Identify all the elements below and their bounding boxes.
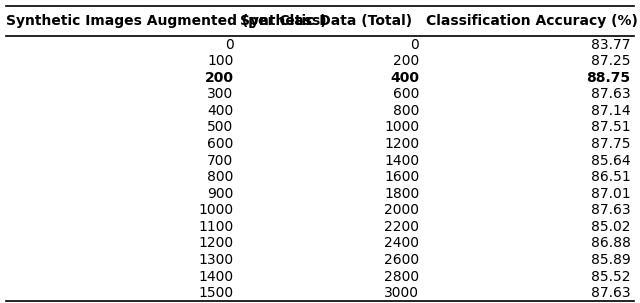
Text: 600: 600 xyxy=(207,137,234,151)
Text: 87.25: 87.25 xyxy=(591,54,630,68)
Text: 400: 400 xyxy=(207,104,234,118)
Text: 1600: 1600 xyxy=(384,170,419,184)
Text: 500: 500 xyxy=(207,121,234,135)
Text: 85.89: 85.89 xyxy=(591,253,630,267)
Text: 1300: 1300 xyxy=(198,253,234,267)
Text: 2200: 2200 xyxy=(384,220,419,234)
Text: 700: 700 xyxy=(207,154,234,168)
Text: 1400: 1400 xyxy=(384,154,419,168)
Text: 1400: 1400 xyxy=(198,270,234,284)
Text: 200: 200 xyxy=(205,71,234,85)
Text: 86.51: 86.51 xyxy=(591,170,630,184)
Text: 0: 0 xyxy=(225,38,234,52)
Text: 87.14: 87.14 xyxy=(591,104,630,118)
Text: 2800: 2800 xyxy=(384,270,419,284)
Text: 900: 900 xyxy=(207,187,234,201)
Text: 85.64: 85.64 xyxy=(591,154,630,168)
Text: 87.63: 87.63 xyxy=(591,203,630,217)
Text: Synthetic Data (Total): Synthetic Data (Total) xyxy=(240,14,412,28)
Text: 85.52: 85.52 xyxy=(591,270,630,284)
Text: 800: 800 xyxy=(393,104,419,118)
Text: 2600: 2600 xyxy=(384,253,419,267)
Text: 400: 400 xyxy=(390,71,419,85)
Text: 87.63: 87.63 xyxy=(591,87,630,102)
Text: 1200: 1200 xyxy=(384,137,419,151)
Text: 1100: 1100 xyxy=(198,220,234,234)
Text: 0: 0 xyxy=(410,38,419,52)
Text: 83.77: 83.77 xyxy=(591,38,630,52)
Text: 87.75: 87.75 xyxy=(591,137,630,151)
Text: 1500: 1500 xyxy=(198,286,234,300)
Text: 85.02: 85.02 xyxy=(591,220,630,234)
Text: 1000: 1000 xyxy=(198,203,234,217)
Text: 300: 300 xyxy=(207,87,234,102)
Text: 87.01: 87.01 xyxy=(591,187,630,201)
Text: Classification Accuracy (%): Classification Accuracy (%) xyxy=(426,14,637,28)
Text: 87.63: 87.63 xyxy=(591,286,630,300)
Text: 600: 600 xyxy=(393,87,419,102)
Text: 3000: 3000 xyxy=(384,286,419,300)
Text: 86.88: 86.88 xyxy=(591,236,630,251)
Text: 1000: 1000 xyxy=(384,121,419,135)
Text: 88.75: 88.75 xyxy=(586,71,630,85)
Text: 1200: 1200 xyxy=(198,236,234,251)
Text: 2000: 2000 xyxy=(384,203,419,217)
Text: 87.51: 87.51 xyxy=(591,121,630,135)
Text: 800: 800 xyxy=(207,170,234,184)
Text: 2400: 2400 xyxy=(384,236,419,251)
Text: 200: 200 xyxy=(393,54,419,68)
Text: Synthetic Images Augmented (per Class): Synthetic Images Augmented (per Class) xyxy=(6,14,327,28)
Text: 100: 100 xyxy=(207,54,234,68)
Text: 1800: 1800 xyxy=(384,187,419,201)
